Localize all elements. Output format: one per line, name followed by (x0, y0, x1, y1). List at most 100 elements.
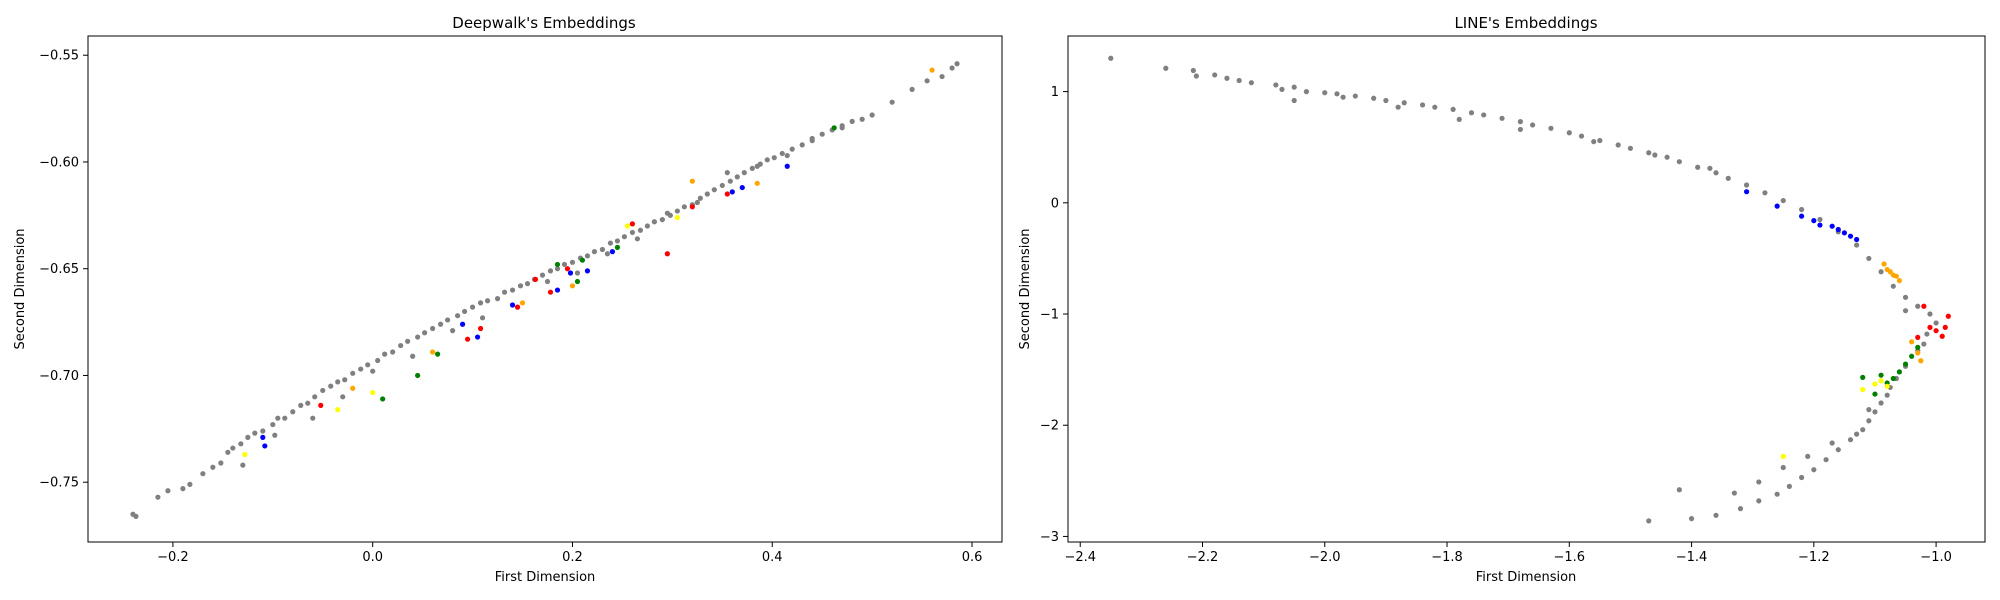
data-point-blue (459, 321, 466, 327)
data-point-gray (1190, 67, 1196, 74)
data-point-gray (1707, 165, 1713, 171)
data-point-gray (764, 157, 770, 163)
data-point-gray (1664, 154, 1670, 160)
data-point-gray (1847, 437, 1854, 443)
data-point-yellow (1860, 387, 1866, 393)
axes-frame (87, 35, 1003, 543)
data-point-gray (607, 240, 614, 246)
data-point-gray (561, 261, 568, 268)
data-point-red (318, 402, 324, 408)
data-point-gray (509, 287, 516, 293)
data-point-gray (501, 289, 508, 295)
data-point-gray (749, 165, 755, 171)
data-point-gray (1401, 100, 1407, 106)
data-point-gray (547, 268, 554, 274)
y-tick-label: −2 (1040, 419, 1059, 434)
data-point-gray (1902, 308, 1909, 314)
data-point-red (514, 304, 521, 310)
data-point-gray (1780, 464, 1786, 471)
data-point-gray (1383, 97, 1389, 104)
data-point-blue (1774, 203, 1780, 209)
data-point-gray (200, 471, 206, 477)
x-tick-label: −0.2 (157, 550, 189, 565)
data-point-gray (1566, 130, 1572, 136)
data-point-gray (1854, 431, 1860, 437)
data-point-red (689, 204, 695, 210)
data-point-gray (340, 394, 346, 400)
data-point-gray (1676, 159, 1682, 165)
x-axis-label: First Dimension (1476, 570, 1577, 585)
data-point-gray (1530, 122, 1536, 128)
data-point-red (1933, 328, 1939, 334)
data-point-gray (954, 61, 960, 67)
data-point-gray (869, 112, 875, 118)
data-point-gray (704, 191, 710, 197)
deepwalk-embeddings-chart: Deepwalk's Embeddings −0.2 0.0 0.2 0.4 0.6−0… (13, 14, 1003, 585)
data-point-blue (260, 434, 266, 440)
data-point-red (547, 289, 554, 295)
data-point-gray (445, 317, 451, 323)
data-point-gray (859, 116, 865, 122)
data-point-gray (889, 99, 895, 105)
data-point-gray (1805, 453, 1811, 459)
data-point-blue (474, 334, 481, 340)
data-point-orange (1893, 273, 1899, 279)
data-point-gray (328, 383, 334, 389)
data-point-gray (1291, 97, 1297, 104)
data-point-gray (719, 182, 725, 189)
data-point-blue (1817, 222, 1823, 228)
data-point-gray (245, 434, 251, 440)
data-point-blue (1811, 218, 1817, 224)
data-point-gray (1835, 447, 1841, 453)
data-point-gray (1743, 182, 1750, 188)
data-point-gray (741, 170, 747, 176)
data-point-gray (674, 208, 680, 214)
data-point-gray (180, 486, 186, 492)
data-point-green (574, 278, 581, 285)
data-point-orange (1909, 339, 1915, 345)
y-tick-label: −0.65 (39, 262, 79, 277)
x-tick-label: 0.4 (762, 550, 783, 565)
data-point-gray (1860, 427, 1866, 433)
data-point-blue (567, 270, 574, 276)
data-point-gray (1352, 93, 1358, 99)
data-point-gray (539, 272, 546, 278)
data-point-gray (290, 409, 296, 415)
data-point-gray (240, 462, 246, 468)
y-tick-label: −1 (1040, 308, 1059, 323)
data-point-blue (784, 163, 790, 169)
data-point-green (1896, 369, 1903, 375)
data-point-gray (1279, 86, 1285, 92)
data-point-blue (1841, 230, 1847, 236)
data-point-green (1872, 391, 1878, 397)
data-point-blue (729, 189, 735, 195)
y-tick-label: 0 (1051, 196, 1059, 211)
data-point-blue (739, 184, 745, 191)
data-point-gray (1927, 311, 1933, 317)
data-point-gray (282, 415, 288, 421)
data-point-gray (320, 387, 326, 394)
data-point-gray (681, 204, 687, 210)
data-point-gray (438, 321, 444, 327)
data-point-gray (924, 78, 930, 84)
data-point-gray (784, 152, 790, 159)
y-tick-label: −0.75 (39, 476, 79, 491)
data-point-gray (1890, 283, 1896, 289)
data-point-gray (1786, 483, 1792, 489)
data-point-gray (1933, 320, 1939, 326)
data-point-gray (839, 125, 845, 131)
data-point-gray (1108, 55, 1114, 61)
data-point-red (1942, 324, 1948, 330)
data-point-gray (1866, 255, 1872, 262)
data-point-gray (1762, 190, 1768, 196)
data-point-gray (644, 223, 650, 229)
data-point-red (564, 266, 571, 272)
ticks: −2.4 −2.2 −2.0 −1.8 −1.6 −1.4 −1.2 −1.0 1 0 −1 −2 −3 (1040, 85, 1952, 565)
data-point-orange (689, 178, 695, 184)
data-point-yellow (674, 214, 680, 221)
data-point-orange (519, 300, 526, 306)
data-point-gray (1737, 506, 1744, 512)
data-point-gray (310, 415, 316, 421)
data-point-gray (1340, 94, 1346, 100)
